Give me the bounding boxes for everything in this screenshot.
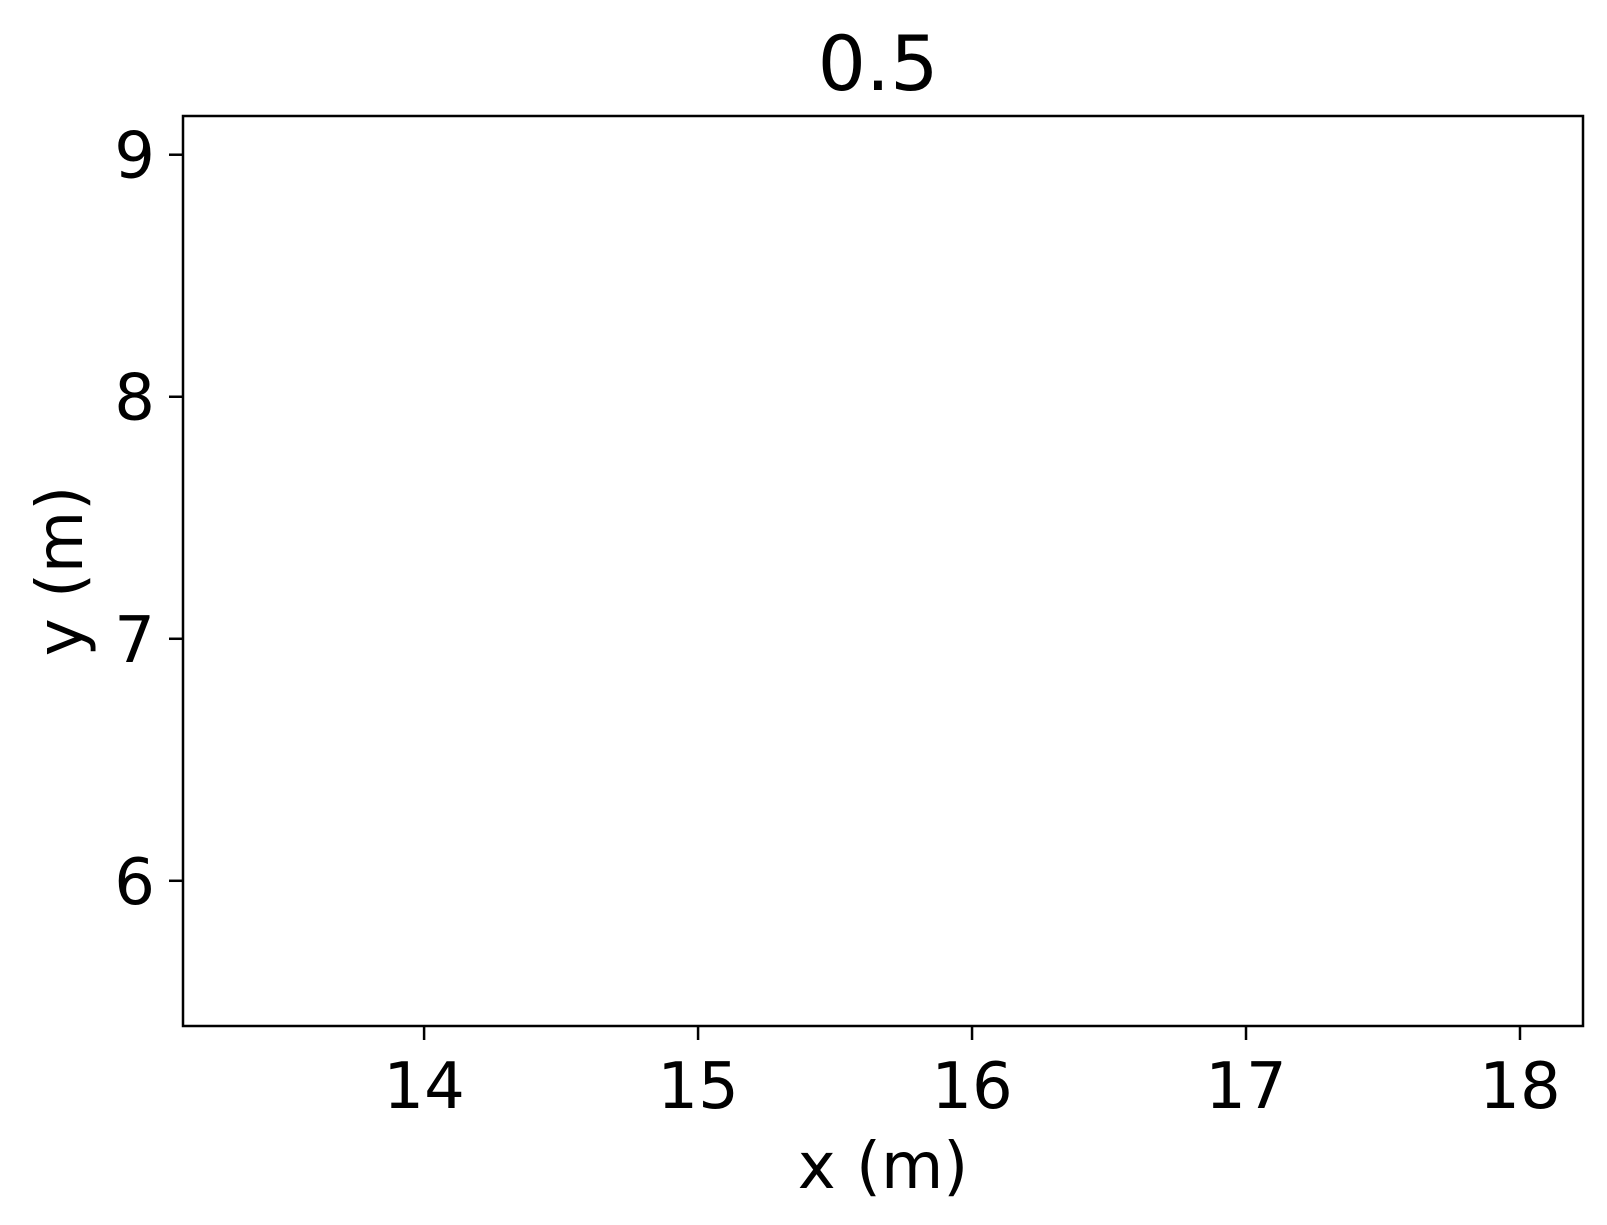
x-tick-label: 15: [657, 1050, 738, 1124]
axes-frame: [181, 114, 1585, 1028]
x-tick-label: 17: [1205, 1050, 1286, 1124]
y-tick-label: 9: [114, 120, 155, 194]
x-axis-label: x (m): [798, 1130, 969, 1204]
x-tick-label: 18: [1479, 1050, 1560, 1124]
y-tick-label: 6: [114, 846, 155, 920]
y-tick-label: 8: [114, 362, 155, 436]
y-axis-label: y (m): [24, 486, 98, 657]
x-tick-label: 16: [931, 1050, 1012, 1124]
chart-title: 0.5: [818, 19, 939, 108]
x-axis-ticks: 14 15 16 17 18: [383, 1026, 1561, 1124]
x-tick-label: 14: [383, 1050, 464, 1124]
y-axis-ticks: 6 7 8 9: [114, 120, 183, 920]
y-tick-label: 7: [114, 604, 155, 678]
